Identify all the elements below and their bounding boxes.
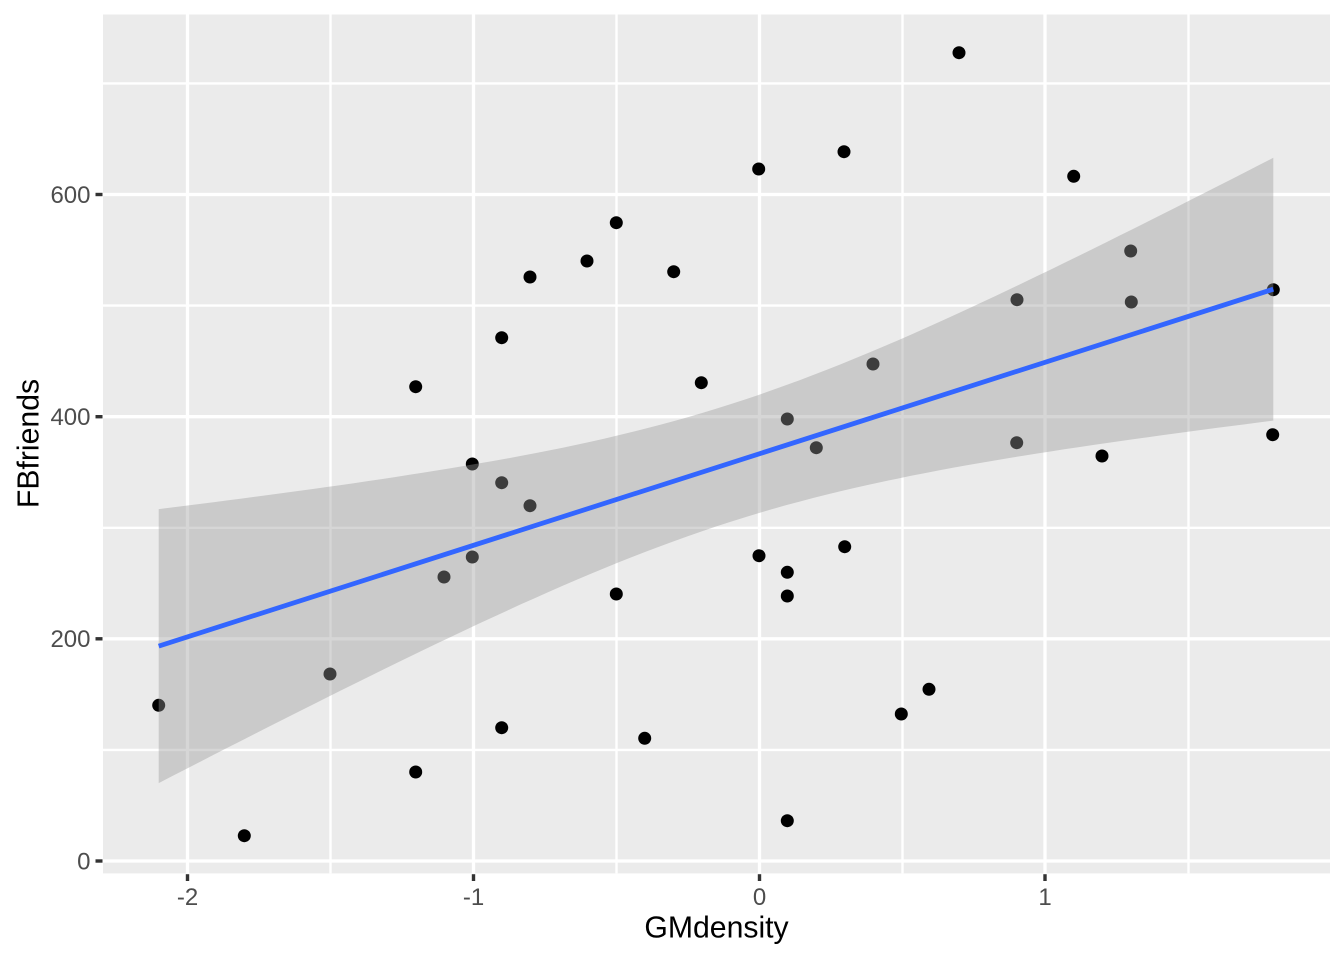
svg-text:-1: -1 xyxy=(463,884,484,911)
svg-text:1: 1 xyxy=(1038,884,1051,911)
svg-text:FBfriends: FBfriends xyxy=(13,379,46,508)
svg-text:0: 0 xyxy=(77,848,90,875)
svg-text:0: 0 xyxy=(753,884,766,911)
svg-text:600: 600 xyxy=(50,182,90,209)
svg-text:GMdensity: GMdensity xyxy=(644,912,789,945)
svg-text:400: 400 xyxy=(50,404,90,431)
svg-text:-2: -2 xyxy=(177,884,198,911)
svg-text:200: 200 xyxy=(50,626,90,653)
